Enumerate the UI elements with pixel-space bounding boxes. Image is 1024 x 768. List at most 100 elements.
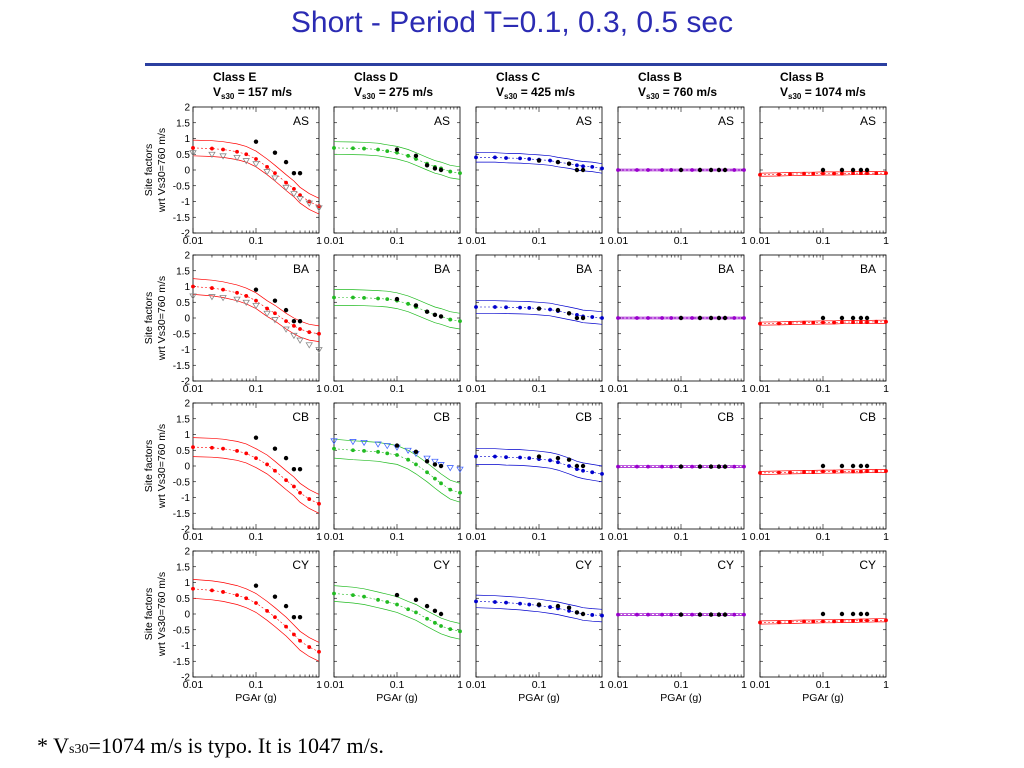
model-point: [581, 164, 585, 169]
model-point: [777, 620, 781, 625]
model-point: [788, 470, 792, 475]
observed-point: [716, 167, 722, 173]
model-point: [690, 464, 694, 469]
panel-cy-3: 0.01 0.1 1 PGAr (g) CY: [466, 550, 605, 704]
model-point: [210, 588, 214, 593]
model-point: [832, 619, 836, 624]
model-point: [874, 319, 879, 324]
y-axis-label: wrt Vs30=760 m/s: [156, 276, 168, 361]
x-tick-label: 1: [741, 235, 747, 247]
model-point: [865, 469, 869, 473]
model-point: [548, 158, 552, 163]
model-point: [351, 593, 355, 597]
observed-point: [536, 454, 542, 459]
x-tick-label: 0.01: [608, 235, 629, 247]
observed-point: [697, 167, 703, 173]
model-point: [265, 306, 269, 311]
model-point: [307, 199, 312, 204]
observed-point: [283, 455, 289, 461]
y-tick-label: 0: [184, 314, 190, 325]
model-point: [351, 295, 355, 300]
model-point: [504, 305, 508, 310]
model-point: [669, 316, 674, 320]
model-upper-line: [334, 289, 461, 314]
panel-cy-4: 0.01 0.1 1 PGAr (g) CY: [608, 550, 747, 704]
model-point: [362, 448, 366, 453]
model-point: [448, 487, 453, 492]
y-tick-label: -1: [181, 197, 190, 208]
column-class-label: Class B: [638, 70, 682, 84]
model-point: [811, 619, 816, 624]
model-point: [307, 645, 312, 649]
model-point: [821, 320, 825, 325]
observed-point: [566, 605, 572, 610]
model-point: [590, 315, 595, 319]
model-point: [548, 605, 552, 609]
model-point: [758, 321, 762, 326]
model-point: [191, 445, 195, 449]
model-point: [865, 171, 869, 176]
y-axis-label: wrt Vs30=760 m/s: [156, 128, 168, 213]
observed-point: [253, 435, 259, 440]
model-point: [493, 305, 497, 309]
row-label: BA: [860, 262, 876, 276]
observed-point: [820, 463, 826, 469]
model-point: [385, 149, 390, 154]
model-point: [221, 147, 225, 152]
alt-point: [446, 465, 454, 472]
model-point: [777, 470, 781, 475]
model-point: [273, 311, 277, 316]
observed-point: [555, 603, 561, 609]
model-point: [851, 619, 855, 623]
observed-point: [708, 464, 714, 469]
model-point: [660, 316, 664, 320]
alt-point: [282, 326, 290, 333]
model-point: [884, 469, 888, 473]
model-point: [221, 446, 225, 451]
observed-point: [394, 296, 400, 302]
observed-point: [580, 463, 586, 469]
model-upper-line: [333, 585, 461, 624]
model-point: [376, 597, 380, 602]
x-tick-label: 0.1: [816, 679, 831, 691]
x-tick-label: 0.1: [816, 531, 831, 543]
x-tick-label: 1: [457, 235, 463, 247]
model-point: [235, 149, 239, 154]
model-point: [758, 620, 762, 625]
model-point: [859, 171, 863, 176]
model-point: [788, 619, 792, 624]
model-point: [448, 169, 453, 174]
model-point: [742, 316, 746, 320]
panel-cb-1: 2 1.5 1 0.5 0 -0.5 -1 -1.5 -20.01 0.1 1 CB: [173, 399, 322, 544]
alt-point: [252, 161, 260, 168]
alt-point: [305, 342, 313, 349]
observed-point: [716, 464, 722, 469]
row-label: CB: [292, 410, 309, 424]
observed-point: [850, 167, 856, 173]
model-point: [821, 469, 825, 474]
model-point: [191, 146, 195, 150]
alt-point: [282, 184, 290, 192]
model-point: [265, 164, 269, 169]
x-tick-label: 1: [599, 235, 605, 247]
model-point: [600, 316, 604, 320]
model-point: [556, 460, 560, 465]
model-point: [660, 612, 664, 617]
panel-as-2: 0.01 0.1 1 AS: [324, 106, 463, 247]
panel-as-1: 2 1.5 1 0.5 0 -0.5 -1 -1.5 -20.01 0.1 1 AS: [173, 103, 323, 247]
observed-point: [536, 602, 542, 607]
panel-cb-5: 0.01 0.1 1 CB: [750, 402, 889, 543]
observed-point: [555, 307, 561, 313]
row-label: CB: [575, 410, 592, 424]
model-point: [635, 464, 639, 469]
x-tick-label: 1: [883, 383, 889, 395]
row-label: BA: [718, 262, 734, 276]
observed-point: [820, 611, 826, 617]
row-label: AS: [293, 114, 309, 128]
model-point: [690, 168, 694, 172]
y-axis-label: Site factors: [143, 144, 155, 197]
row-label: AS: [718, 114, 734, 128]
